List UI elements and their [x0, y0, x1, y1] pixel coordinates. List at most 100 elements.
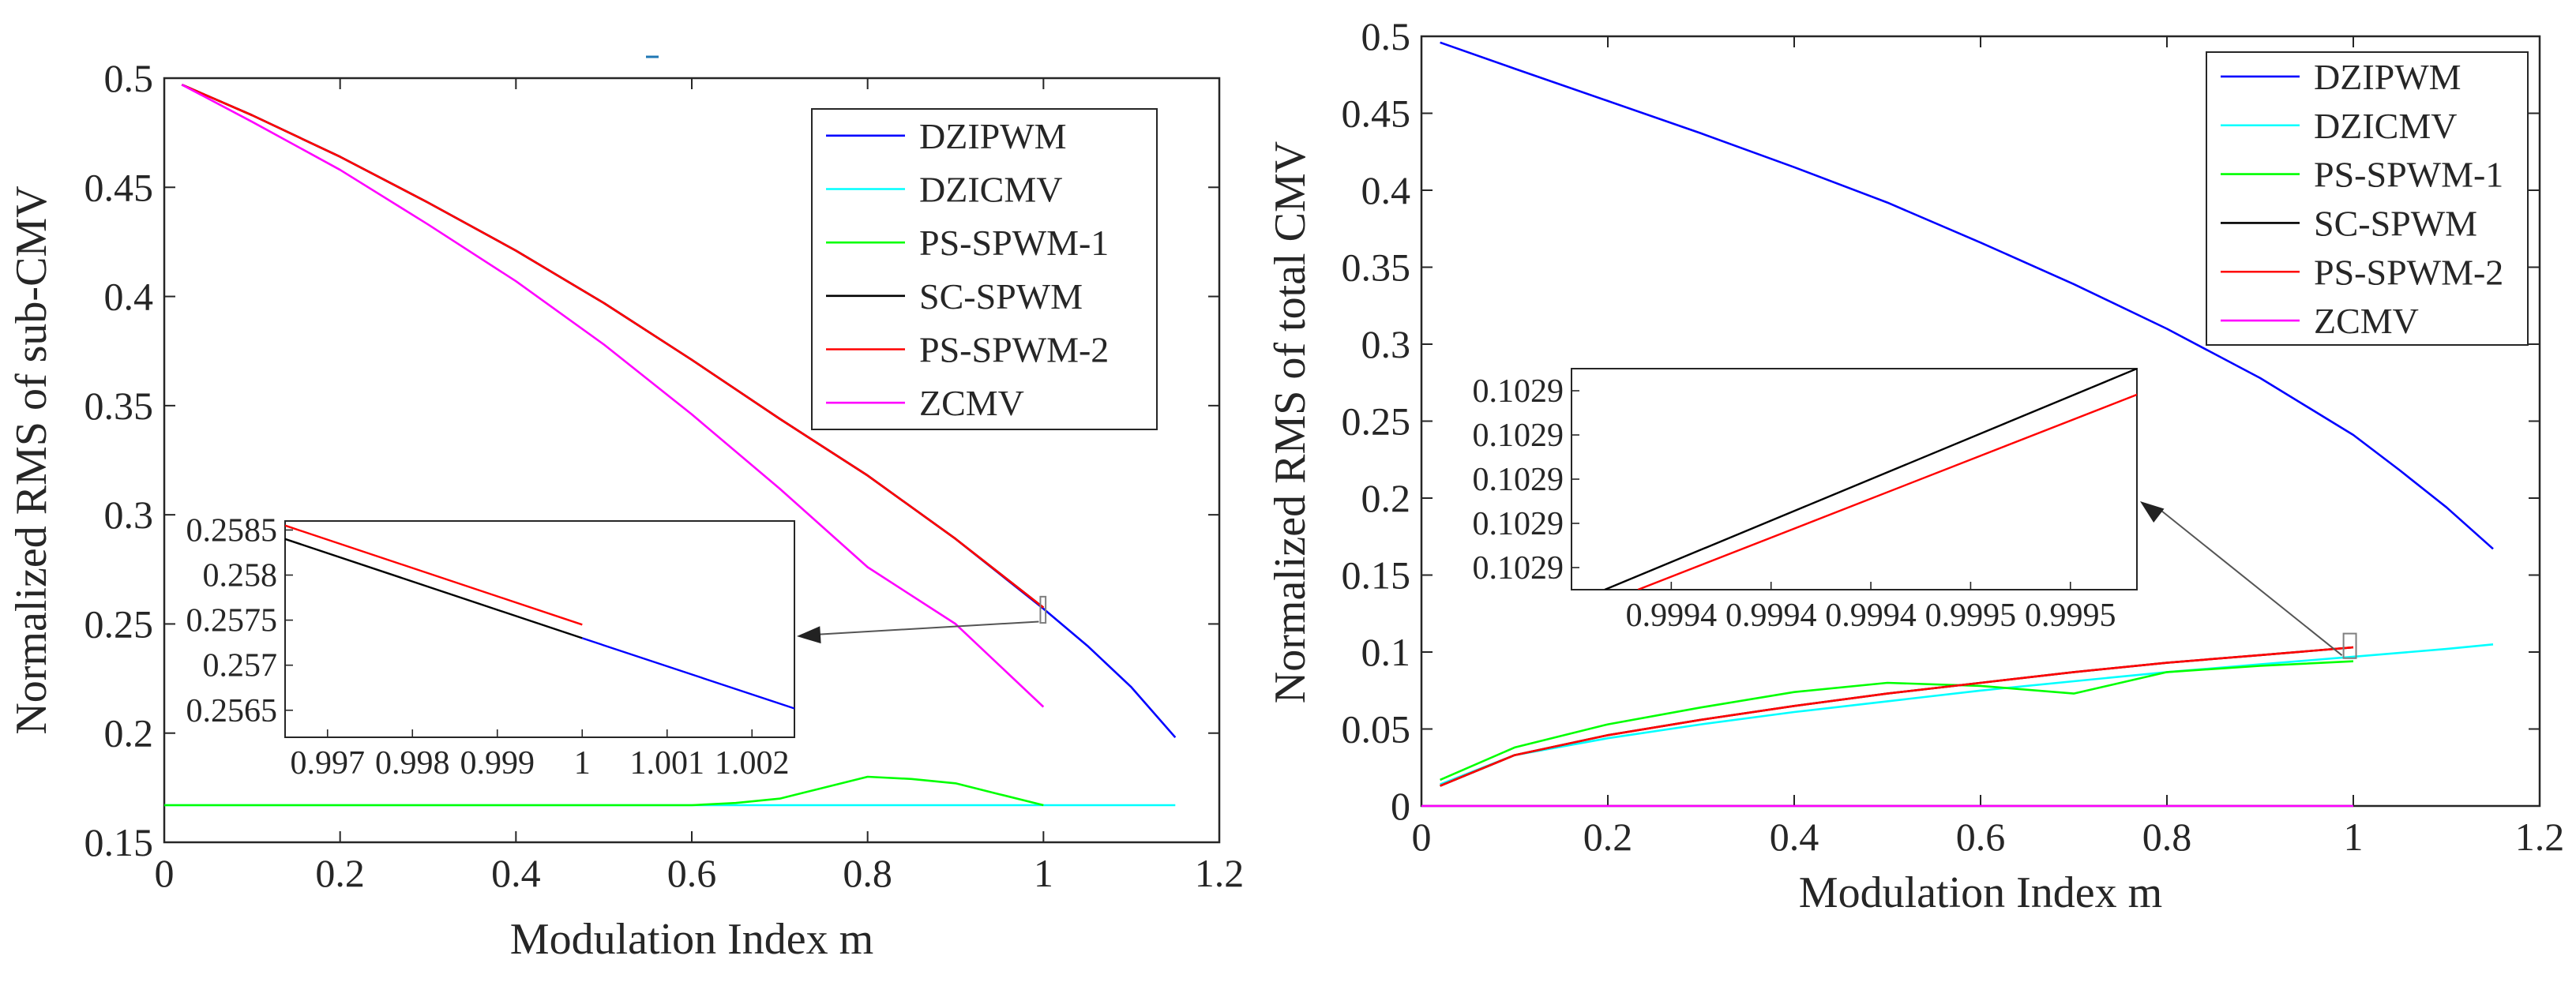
inset-lines	[1604, 369, 2137, 590]
y-axis-label: Normalized RMS of total CMV	[1266, 141, 1315, 703]
y-tick-label: 0.2	[1361, 476, 1411, 520]
inset-y-tick-label: 0.257	[203, 648, 278, 684]
inset-x-tick-label: 0.9994	[1725, 598, 1817, 634]
x-tick-label: 1	[1034, 851, 1053, 895]
y-tick-label: 0.3	[1361, 322, 1411, 366]
series-line-ps-spwm-1	[1440, 660, 2354, 781]
series-line-ps-spwm-2	[181, 84, 1045, 609]
inset-series-line-dzipwm	[581, 637, 794, 710]
x-tick-label: 0.8	[2142, 815, 2192, 859]
zoom-arrow-line	[2157, 507, 2343, 656]
inset-y-tick-label: 0.2565	[186, 693, 278, 729]
inset-y-tick-label: 0.1029	[1473, 550, 1564, 587]
y-tick-label: 0.4	[1361, 168, 1411, 212]
legend-label-ps-spwm-1: PS-SPWM-1	[919, 223, 1109, 263]
inset-x-tick-label: 0.997	[291, 745, 366, 781]
x-tick-label: 1.2	[2515, 815, 2565, 859]
inset-lines	[285, 524, 794, 710]
legend-label-zcmv: ZCMV	[2314, 301, 2419, 341]
legend-label-ps-spwm-2: PS-SPWM-2	[919, 330, 1109, 370]
inset-x-tick-label: 1.001	[630, 745, 705, 781]
inset-x-tick-label: 1	[574, 745, 591, 781]
y-tick-label: 0.35	[1342, 246, 1411, 290]
x-tick-label: 0	[155, 851, 175, 895]
inset-y-tick-label: 0.2575	[186, 603, 278, 639]
x-axis-label: Modulation Index m	[510, 915, 873, 964]
inset-series-line-sc-spwm	[1604, 369, 2137, 590]
x-tick-label: 0.4	[1770, 815, 1819, 859]
inset-x-tick-label: 0.998	[375, 745, 450, 781]
inset-x-tick-label: 0.999	[460, 745, 535, 781]
y-tick-label: 0	[1391, 784, 1410, 828]
zoom-box	[1039, 595, 1047, 624]
y-tick-label: 0.15	[84, 820, 154, 864]
inset-series-line-sc-spwm	[285, 538, 583, 639]
inset-x-tick-label: 1.002	[715, 745, 790, 781]
series-line-dzicmv	[1440, 643, 2494, 785]
x-tick-label: 1.2	[1195, 851, 1245, 895]
series-line-ps-spwm-1	[164, 775, 1044, 807]
inset-series-line-ps-spwm-2	[285, 524, 583, 626]
x-tick-label: 0.6	[667, 851, 717, 895]
inset-x-tick-label: 0.9995	[2025, 598, 2116, 634]
legend-label-zcmv: ZCMV	[919, 383, 1024, 423]
y-tick-label: 0.35	[84, 384, 154, 428]
legend-box	[2206, 51, 2529, 346]
inset-y-tick-label: 0.1029	[1473, 373, 1564, 410]
legend-label-dzipwm: DZIPWM	[919, 116, 1067, 156]
zoom-arrow-line	[813, 620, 1039, 635]
legend-label-dzicmv: DZICMV	[919, 170, 1062, 210]
inset-x-tick-label: 0.9995	[1925, 598, 2017, 634]
chart-1: 0 0.2 0.4 0.6 0.8 1 1.2 0.15 0.2 0.25 0.3 0.35 0.4 0.…	[7, 56, 1244, 964]
inset-x-tick-label: 0.9994	[1626, 598, 1718, 634]
inset-y-tick-label: 0.1029	[1473, 506, 1564, 542]
inset-y-tick-label: 0.2585	[186, 512, 278, 549]
y-tick-label: 0.45	[1342, 92, 1411, 136]
legend-label-ps-spwm-1: PS-SPWM-1	[2314, 155, 2503, 195]
legend-label-sc-spwm: SC-SPWM	[2314, 203, 2477, 243]
y-axis-label: Normalized RMS of sub-CMV	[7, 186, 56, 734]
series-line-ps-spwm-2	[1440, 646, 2354, 787]
y-tick-label: 0.45	[84, 165, 154, 209]
inset-x-tick-label: 0.9994	[1825, 598, 1917, 634]
legend: DZIPWM DZICMV PS-SPWM-1 SC-SPWM PS-SPWM-2 ZCM…	[811, 108, 1158, 430]
series-line-zcmv	[181, 84, 1045, 708]
x-axis-label: Modulation Index m	[1799, 868, 2162, 917]
legend-label-dzipwm: DZIPWM	[2314, 57, 2461, 97]
legend: DZIPWM DZICMV PS-SPWM-1 SC-SPWM PS-SPWM-2 ZCM…	[2206, 51, 2529, 346]
inset-chart: 0.9994 0.9994 0.9994 0.9995 0.99950.10290.10…	[1473, 368, 2138, 634]
y-tick-label: 0.25	[84, 602, 154, 646]
x-tick-label: 1	[2344, 815, 2364, 859]
legend-label-sc-spwm: SC-SPWM	[919, 276, 1083, 317]
legend-label-dzicmv: DZICMV	[2314, 106, 2457, 146]
legend-box	[811, 108, 1158, 430]
legend-label-ps-spwm-2: PS-SPWM-2	[2314, 252, 2503, 292]
inset-plot-area	[1571, 368, 2138, 590]
inset-series-line-ps-spwm-2	[1637, 393, 2137, 590]
y-tick-label: 0.4	[104, 275, 154, 319]
x-tick-label: 0.2	[315, 851, 365, 895]
inset-chart: 0.997 0.998 0.999 1 1.001 1.002 0.2565 0.257 0.2…	[186, 512, 795, 781]
x-tick-label: 0	[1412, 815, 1432, 859]
inset-y-tick-label: 0.1029	[1473, 418, 1564, 454]
y-tick-label: 0.05	[1342, 707, 1411, 751]
y-tick-label: 0.15	[1342, 553, 1411, 598]
y-tick-label: 0.5	[104, 56, 154, 100]
inset-y-tick-label: 0.258	[203, 558, 278, 594]
zoom-arrow-head	[797, 626, 821, 644]
chart-2: 0 0.2 0.4 0.6 0.8 1 1.2 0 0.05 0.1 0.15 0.2 0.25 0.3 0…	[1266, 14, 2564, 917]
inset-y-tick-label: 0.1029	[1473, 462, 1564, 498]
y-tick-label: 0.3	[104, 493, 154, 537]
x-tick-label: 0.6	[1956, 815, 2006, 859]
y-tick-label: 0.25	[1342, 399, 1411, 444]
x-tick-label: 0.4	[491, 851, 541, 895]
zoom-arrow-head	[2140, 501, 2165, 523]
y-tick-label: 0.5	[1361, 14, 1411, 58]
inset-plot-area	[284, 520, 795, 738]
zoom-box	[2342, 632, 2357, 659]
y-tick-label: 0.2	[104, 711, 154, 755]
series-line-dzipwm	[1440, 41, 2494, 550]
y-tick-label: 0.1	[1361, 630, 1411, 674]
x-tick-label: 0.2	[1583, 815, 1633, 859]
